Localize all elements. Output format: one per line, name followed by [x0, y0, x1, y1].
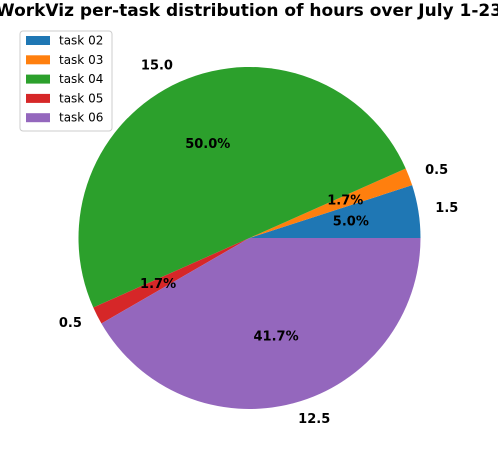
- value-label-task-05: 0.5: [59, 316, 82, 331]
- pie-slices: [78, 66, 421, 409]
- legend-label-task-05: task 05: [59, 91, 103, 105]
- legend-label-task-04: task 04: [59, 72, 103, 86]
- percent-label-task-04: 50.0%: [185, 137, 230, 152]
- legend: task 02 task 03 task 04 task 05 task 06: [19, 30, 113, 132]
- percent-label-task-06: 41.7%: [254, 330, 299, 345]
- legend-label-task-02: task 02: [59, 34, 103, 48]
- legend-swatch-task-05: [26, 93, 50, 103]
- legend-label-task-06: task 06: [59, 111, 103, 125]
- pie-slice-task-06: [101, 238, 421, 409]
- legend-swatch-task-03: [26, 55, 50, 65]
- legend-swatch-task-04: [26, 74, 50, 84]
- percent-label-task-05: 1.7%: [140, 277, 176, 292]
- legend-swatch-task-06: [26, 113, 50, 123]
- value-labels: 1.5 0.5 15.0 0.5 12.5: [59, 59, 458, 428]
- pie-slice-task-03: [249, 168, 413, 238]
- value-label-task-04: 15.0: [141, 59, 173, 74]
- value-label-task-02: 1.5: [435, 201, 458, 216]
- percent-label-task-02: 5.0%: [333, 214, 369, 229]
- chart-title: WorkViz per-task distribution of hours o…: [0, 1, 498, 21]
- legend-swatch-task-02: [26, 36, 50, 45]
- pie-slice-task-04: [78, 66, 406, 308]
- value-label-task-06: 12.5: [298, 412, 330, 427]
- pie-slice-task-05: [93, 238, 250, 324]
- legend-label-task-03: task 03: [59, 53, 103, 67]
- percent-label-task-03: 1.7%: [327, 194, 363, 209]
- percent-labels: 5.0% 1.7% 50.0% 1.7% 41.7%: [140, 137, 369, 345]
- value-label-task-03: 0.5: [425, 163, 448, 178]
- pie-slice-task-02: [249, 185, 421, 238]
